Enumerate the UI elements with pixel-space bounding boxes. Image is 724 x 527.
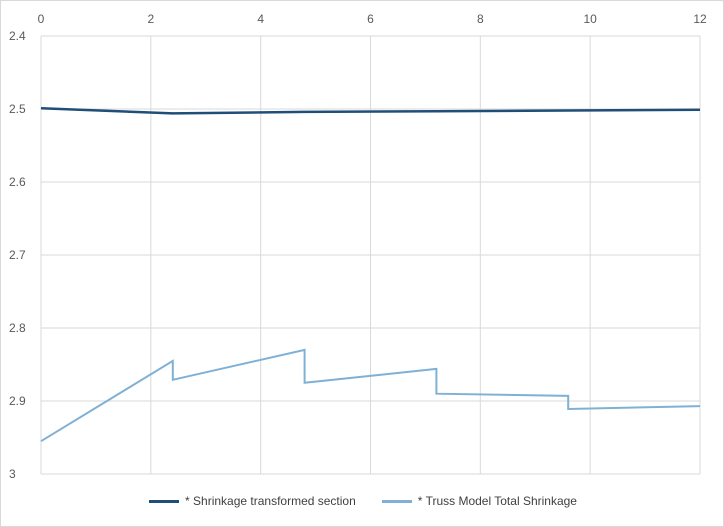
series-lines [40,107,701,443]
y-tick-label: 3 [9,467,16,481]
y-tick-label: 2.7 [9,248,26,262]
x-tick-label: 8 [477,12,484,26]
legend: * Shrinkage transformed section * Truss … [1,494,724,508]
gridlines [40,35,701,475]
y-tick-label: 2.4 [9,29,26,43]
legend-swatch-light-blue [381,499,412,503]
series-line-1 [40,348,701,443]
tick-labels: 0 2 4 6 8 10 12 2.4 2.5 2.6 2.7 2.8 2.9 3 [9,12,707,481]
legend-label: * Shrinkage transformed section [185,494,356,508]
legend-item-truss-model-total-shrinkage: * Truss Model Total Shrinkage [381,494,577,508]
x-tick-label: 10 [583,12,597,26]
legend-label: * Truss Model Total Shrinkage [417,494,577,508]
x-tick-label: 6 [367,12,374,26]
x-tick-label: 0 [38,12,45,26]
x-tick-label: 4 [257,12,264,26]
y-tick-label: 2.9 [9,394,26,408]
y-tick-label: 2.5 [9,102,26,116]
legend-item-shrinkage-transformed-section: * Shrinkage transformed section [149,494,356,508]
line-chart: 0 2 4 6 8 10 12 2.4 2.5 2.6 2.7 2.8 2.9 3 [9,12,707,481]
x-tick-label: 12 [693,12,707,26]
series-line-0 [40,107,701,115]
legend-swatch-dark-blue [149,499,180,503]
x-tick-label: 2 [147,12,154,26]
y-tick-label: 2.6 [9,175,26,189]
y-tick-label: 2.8 [9,321,26,335]
